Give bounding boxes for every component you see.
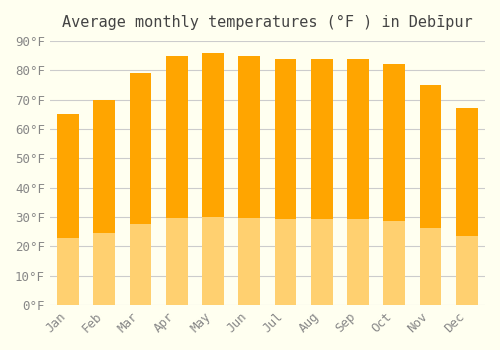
FancyBboxPatch shape: [166, 218, 188, 305]
Bar: [311, 58, 332, 305]
Bar: [166, 56, 188, 305]
Bar: [456, 108, 477, 305]
Bar: [94, 100, 115, 305]
FancyBboxPatch shape: [420, 228, 442, 305]
Bar: [274, 58, 296, 305]
FancyBboxPatch shape: [311, 219, 332, 305]
Bar: [384, 64, 405, 305]
FancyBboxPatch shape: [57, 238, 79, 305]
FancyBboxPatch shape: [456, 236, 477, 305]
FancyBboxPatch shape: [384, 221, 405, 305]
FancyBboxPatch shape: [202, 217, 224, 305]
Bar: [202, 52, 224, 305]
FancyBboxPatch shape: [274, 219, 296, 305]
Bar: [347, 58, 369, 305]
FancyBboxPatch shape: [94, 233, 115, 305]
Bar: [130, 73, 152, 305]
FancyBboxPatch shape: [238, 218, 260, 305]
FancyBboxPatch shape: [130, 224, 152, 305]
Bar: [57, 114, 79, 305]
Bar: [238, 56, 260, 305]
Bar: [420, 85, 442, 305]
Title: Average monthly temperatures (°F ) in Debīpur: Average monthly temperatures (°F ) in De…: [62, 15, 472, 30]
FancyBboxPatch shape: [347, 219, 369, 305]
